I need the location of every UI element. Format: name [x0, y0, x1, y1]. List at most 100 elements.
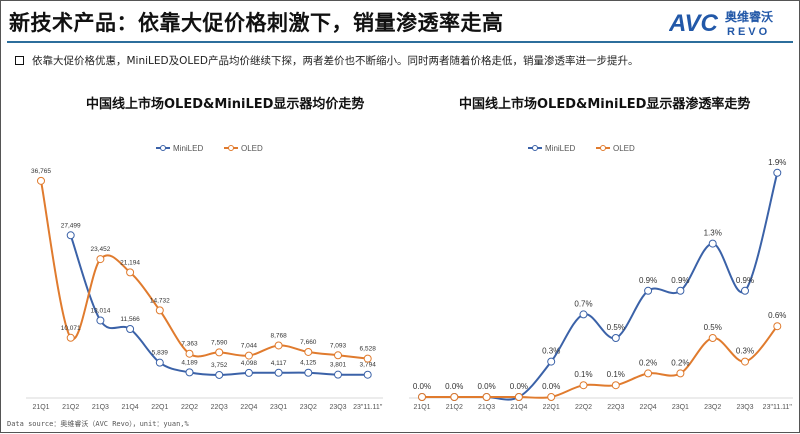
x-tick-label: 23"11.11" [353, 404, 383, 411]
data-point [363, 354, 372, 363]
data-point [418, 393, 426, 401]
x-tick-label: 22Q4 [240, 404, 257, 411]
data-label: 7,363 [181, 341, 198, 348]
data-point [644, 369, 653, 378]
summary-text: 依靠大促价格优惠，MiniLED及OLED产品均价继续下探，两者差价也不断缩小。… [32, 55, 639, 67]
data-label: 1.3% [704, 229, 722, 238]
svg-text:AVC: AVC [669, 10, 719, 37]
penetration-chart-title: 中国线上市场OLED&MiniLED显示器渗透率走势 [459, 97, 751, 112]
data-point [244, 351, 253, 360]
data-label: 3,752 [211, 362, 228, 369]
data-point [579, 310, 588, 319]
page-title: 新技术产品：依靠大促价格刺激下，销量渗透率走高 [9, 11, 504, 35]
data-label: 7,660 [300, 339, 317, 346]
data-point [304, 347, 313, 356]
data-label: 0.5% [704, 323, 722, 332]
x-tick-label: 23Q3 [736, 404, 753, 411]
bullet-square-icon [15, 56, 24, 65]
data-label: 6,528 [360, 346, 377, 353]
data-label: 0.1% [574, 370, 592, 379]
data-label: 1.9% [768, 158, 786, 167]
data-point [274, 368, 283, 377]
data-label: 0.6% [768, 311, 786, 320]
x-tick-label: 21Q3 [478, 404, 495, 411]
data-label: 0.2% [639, 358, 657, 367]
data-label: 13,014 [90, 307, 110, 314]
data-point [611, 381, 620, 390]
data-point [644, 286, 653, 295]
data-point [215, 370, 224, 379]
x-tick-label: 21Q2 [62, 404, 79, 411]
x-tick-label: 23Q1 [270, 404, 287, 411]
data-point [274, 341, 283, 350]
data-point [708, 239, 717, 248]
data-point [37, 176, 45, 185]
data-label: 14,732 [150, 297, 170, 304]
x-tick-label: 21Q4 [122, 404, 139, 411]
x-tick-label: 22Q3 [211, 404, 228, 411]
x-tick-label: 22Q4 [640, 404, 657, 411]
data-point [244, 368, 253, 377]
legend-label: MiniLED [545, 144, 575, 153]
data-label: 4,189 [181, 359, 198, 366]
data-point [334, 351, 342, 360]
series-line-oled [40, 180, 368, 360]
data-label: 0.3% [736, 347, 754, 356]
data-label: 0.7% [574, 299, 592, 308]
svg-text:奥维睿沃: 奥维睿沃 [725, 9, 773, 24]
data-label: 11,566 [120, 316, 140, 323]
data-point [185, 349, 194, 358]
data-source: Data source：奥维睿沃（AVC Revo），unit：yuan,% [7, 420, 189, 428]
data-label: 0.3% [542, 347, 560, 356]
data-label: 0.0% [542, 382, 560, 391]
data-point [126, 268, 135, 277]
data-point [155, 306, 164, 315]
data-point [547, 393, 556, 401]
data-point [363, 370, 372, 379]
data-point [579, 381, 588, 390]
series-line-oled [421, 325, 779, 399]
data-label: 0.0% [445, 382, 463, 391]
data-label: 8,768 [270, 332, 287, 339]
x-tick-label: 22Q2 [575, 404, 592, 411]
data-point [741, 286, 749, 295]
data-label: 7,093 [330, 342, 347, 349]
data-label: 7,590 [211, 339, 228, 346]
data-label: 7,044 [241, 343, 258, 350]
legend-marker-icon [160, 145, 166, 151]
data-label: 5,839 [152, 350, 169, 357]
x-tick-label: 22Q3 [607, 404, 624, 411]
data-point [215, 348, 224, 357]
x-tick-label: 21Q1 [32, 404, 49, 411]
data-point [334, 370, 342, 379]
series-line-miniled [421, 172, 779, 401]
data-label: 10,071 [61, 325, 81, 332]
data-point [741, 357, 749, 366]
legend-marker-icon [600, 145, 606, 151]
data-label: 4,098 [241, 360, 258, 367]
svg-text:REVO: REVO [727, 26, 770, 37]
data-point [66, 333, 75, 342]
data-label: 0.0% [477, 382, 495, 391]
x-tick-label: 22Q2 [181, 404, 198, 411]
data-label: 0.5% [607, 323, 625, 332]
data-point [185, 368, 194, 377]
data-label: 0.0% [413, 382, 431, 391]
data-label: 4,125 [300, 360, 317, 367]
x-tick-label: 23Q2 [300, 404, 317, 411]
avc-revo-logo: AVC 奥维睿沃 REVO [669, 9, 773, 37]
header-divider [7, 41, 793, 43]
data-label: 21,194 [120, 259, 140, 266]
legend-label: OLED [613, 144, 635, 153]
data-point [611, 334, 620, 342]
x-tick-label: 21Q2 [446, 404, 463, 411]
x-tick-label: 23Q1 [672, 404, 689, 411]
legend-marker-icon [532, 145, 538, 151]
data-point [708, 334, 717, 342]
legend-marker-icon [228, 145, 234, 151]
data-label: 4,117 [271, 360, 287, 367]
price-chart-title: 中国线上市场OLED&MiniLED显示器均价走势 [86, 97, 365, 112]
data-point [482, 393, 491, 401]
x-tick-label: 23Q3 [329, 404, 346, 411]
